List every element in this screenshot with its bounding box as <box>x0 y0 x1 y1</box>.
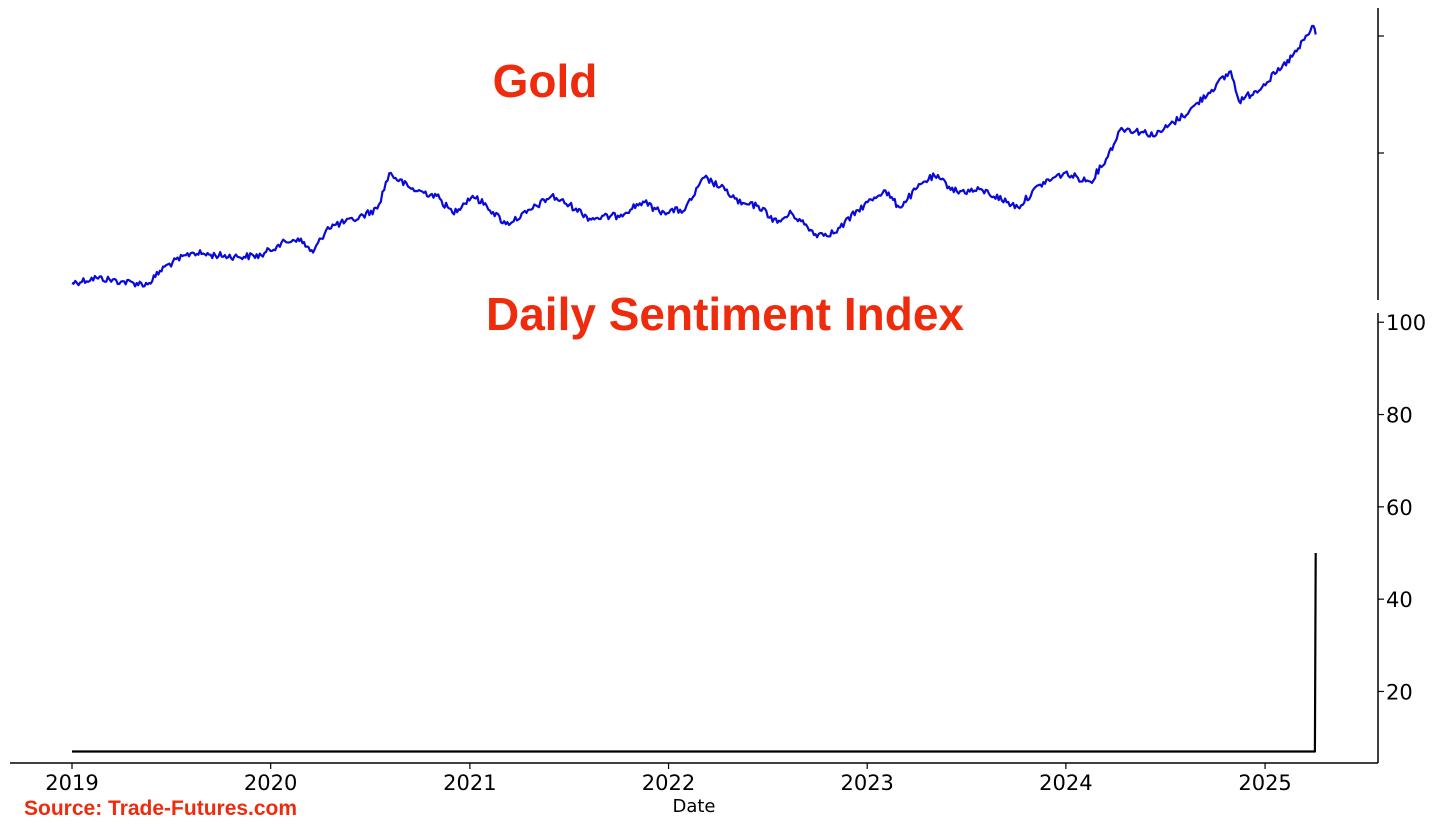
x-ticks: 2019 2020 2021 2022 2023 2024 2025 <box>45 763 1292 795</box>
y-tick-label: 80 <box>1386 404 1413 428</box>
x-tick-label: 2024 <box>1039 771 1092 795</box>
x-tick-label: 2025 <box>1238 771 1291 795</box>
x-axis-label: Date <box>672 796 715 817</box>
y-tick-label: 20 <box>1386 680 1413 704</box>
x-tick-label: 2022 <box>642 771 695 795</box>
gold-price-line <box>71 24 1317 288</box>
sentiment-y-ticks: 20 40 60 80 100 <box>1378 311 1426 704</box>
y-tick-label: 40 <box>1386 588 1413 612</box>
x-tick-label: 2023 <box>840 771 893 795</box>
source-note: Source: Trade-Futures.com <box>24 797 297 820</box>
x-tick-label: 2019 <box>45 771 98 795</box>
gold-panel: Gold <box>71 8 1384 300</box>
y-tick-label: 60 <box>1386 496 1413 520</box>
y-tick-label: 100 <box>1386 311 1426 335</box>
x-tick-label: 2021 <box>443 771 496 795</box>
gold-title: Gold <box>493 55 598 107</box>
sentiment-title: Daily Sentiment Index <box>486 288 964 340</box>
x-tick-label: 2020 <box>244 771 297 795</box>
sentiment-index-line <box>72 552 1317 753</box>
